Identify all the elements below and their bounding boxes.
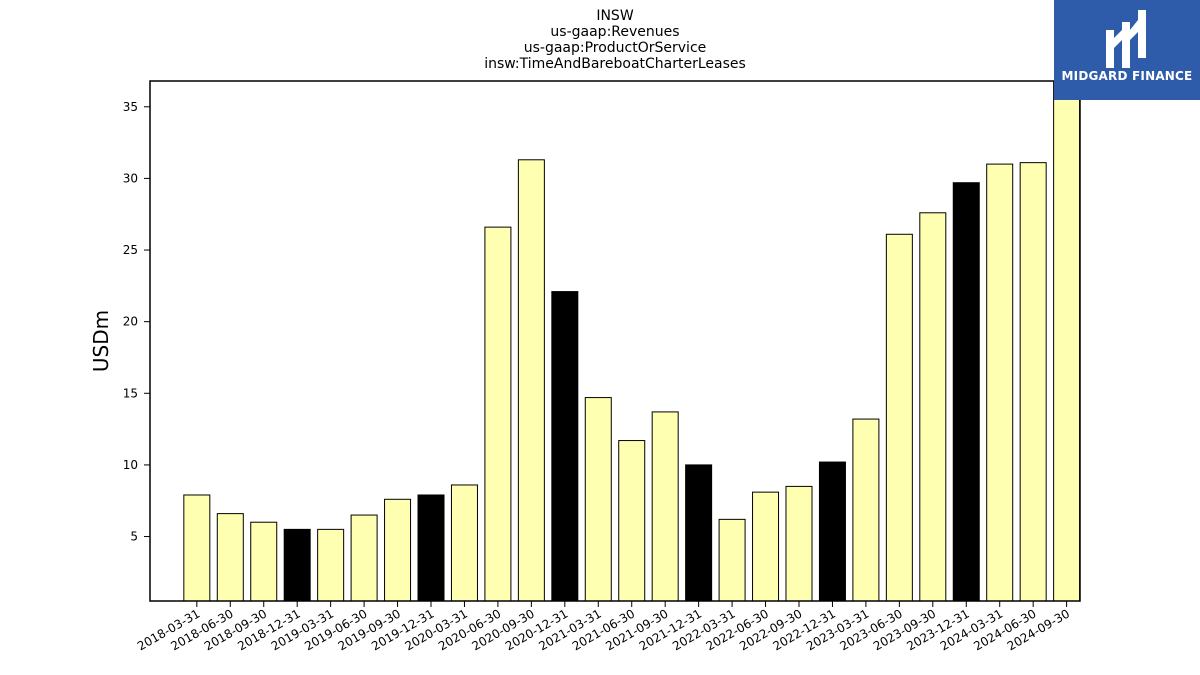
chart-title: INSWus-gaap:Revenuesus-gaap:ProductOrSer… bbox=[484, 8, 746, 72]
bar bbox=[350, 514, 378, 602]
y-axis-label: USDm bbox=[89, 310, 113, 372]
bar bbox=[1053, 80, 1081, 602]
axes bbox=[149, 80, 1081, 602]
y-tick-label: 30 bbox=[123, 171, 138, 185]
plot-frame bbox=[149, 80, 1081, 602]
bars bbox=[183, 80, 1081, 602]
bar bbox=[952, 182, 980, 602]
y-axis-ticks: 5 10 15 20 25 30 35 bbox=[123, 100, 150, 544]
bar bbox=[517, 159, 545, 602]
y-tick-label: 10 bbox=[123, 458, 138, 472]
bar bbox=[250, 521, 278, 602]
bar bbox=[317, 528, 345, 602]
chart-title-line: insw:TimeAndBareboatCharterLeases bbox=[484, 56, 746, 72]
logo-text: MIDGARD FINANCE bbox=[1061, 69, 1193, 83]
chart-title-line: us-gaap:Revenues bbox=[550, 24, 679, 40]
bar bbox=[183, 494, 211, 602]
bar bbox=[384, 498, 412, 602]
bar bbox=[551, 291, 579, 602]
bar bbox=[618, 440, 646, 602]
bar bbox=[484, 226, 512, 602]
chart-title-line: us-gaap:ProductOrService bbox=[524, 40, 707, 56]
bar bbox=[450, 484, 478, 602]
bar bbox=[919, 212, 947, 602]
y-tick-label: 35 bbox=[123, 100, 138, 114]
bar bbox=[818, 461, 846, 602]
midgard-finance-logo: MIDGARD FINANCE bbox=[1054, 0, 1200, 100]
y-tick-label: 5 bbox=[130, 530, 138, 544]
bar bbox=[584, 397, 612, 602]
bar bbox=[283, 528, 311, 602]
y-tick-label: 25 bbox=[123, 243, 138, 257]
bar bbox=[417, 494, 445, 602]
bar bbox=[785, 485, 813, 602]
logo-icon bbox=[1106, 10, 1146, 68]
bar bbox=[885, 233, 913, 602]
y-tick-label: 20 bbox=[123, 315, 138, 329]
bar bbox=[752, 491, 780, 602]
bar bbox=[718, 518, 746, 602]
chart-title-line: INSW bbox=[596, 8, 633, 24]
bar bbox=[1019, 162, 1047, 602]
bar bbox=[685, 464, 713, 602]
bar bbox=[852, 418, 880, 602]
bar bbox=[216, 513, 244, 602]
x-axis-ticks: 2018-03-312018-06-302018-09-302018-12-31… bbox=[135, 601, 1072, 653]
bar bbox=[986, 163, 1014, 602]
bar bbox=[651, 411, 679, 602]
y-tick-label: 15 bbox=[123, 386, 138, 400]
